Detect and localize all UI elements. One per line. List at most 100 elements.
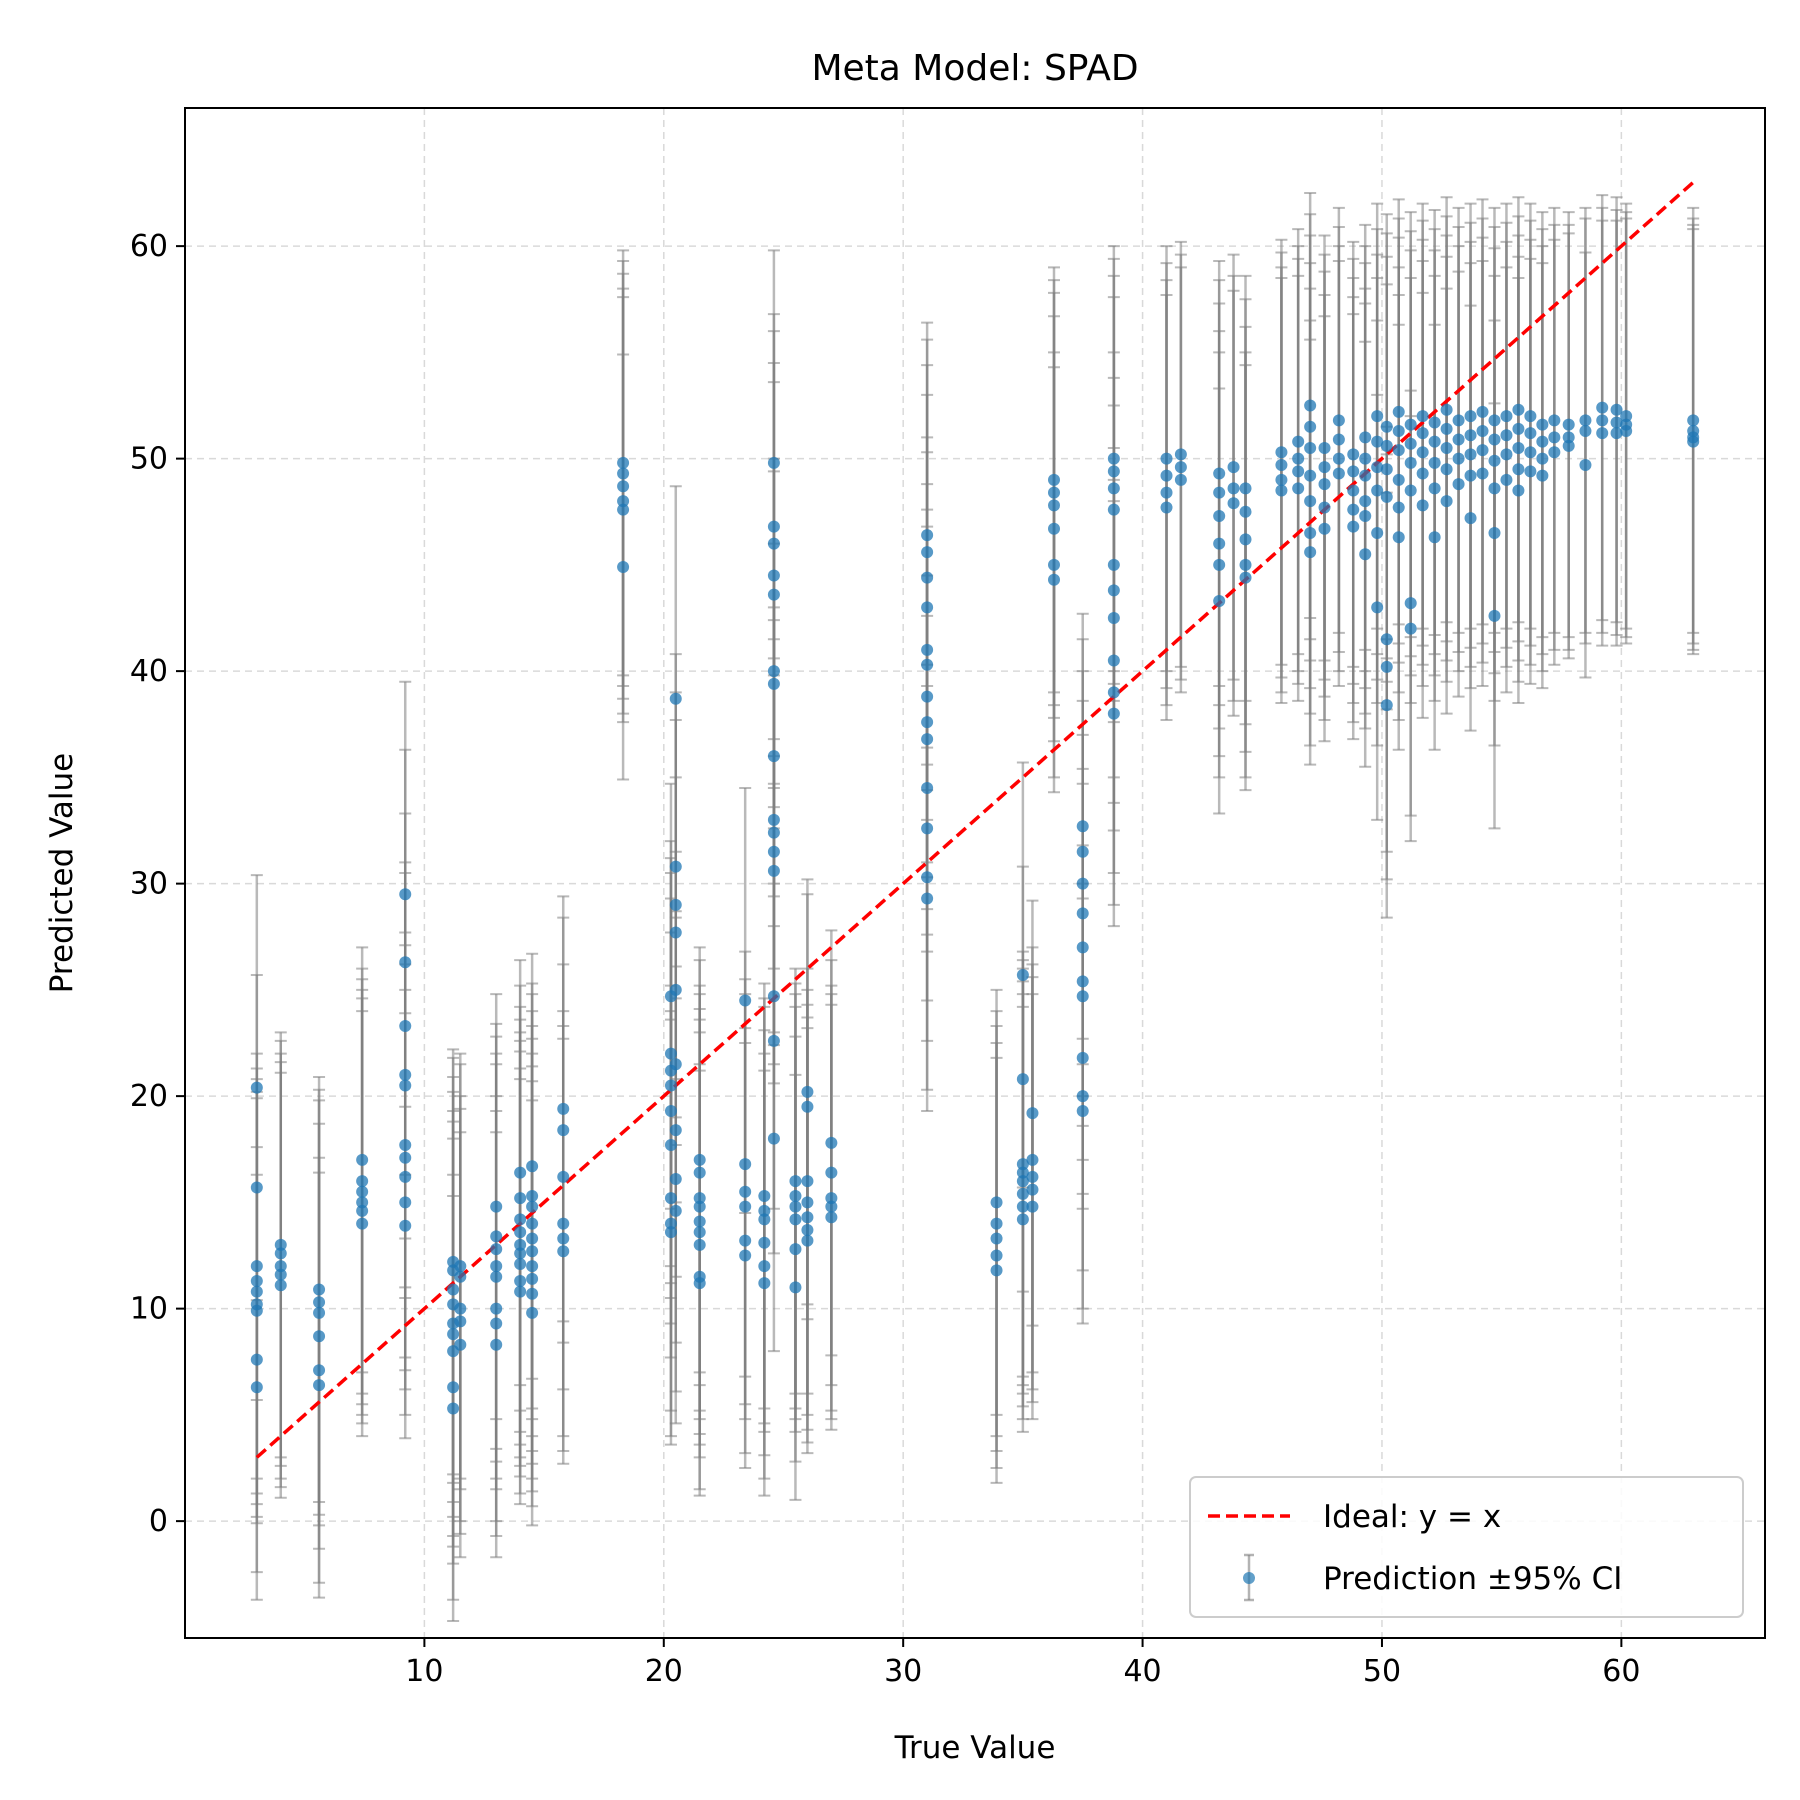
data-point xyxy=(669,1124,682,1137)
data-point xyxy=(1359,548,1372,561)
data-point xyxy=(1048,499,1060,512)
data-point xyxy=(1076,1051,1089,1064)
data-point xyxy=(739,1200,752,1213)
data-point xyxy=(1404,456,1417,469)
data-point xyxy=(990,1264,1003,1277)
data-point xyxy=(1380,660,1393,673)
data-point xyxy=(1016,1175,1029,1188)
data-point xyxy=(789,1200,802,1213)
data-point xyxy=(789,1175,802,1188)
data-point xyxy=(514,1247,527,1260)
data-point xyxy=(1239,533,1252,546)
data-point xyxy=(490,1243,503,1256)
data-point xyxy=(1213,510,1226,522)
data-point xyxy=(1332,467,1345,480)
data-point xyxy=(1107,503,1120,516)
data-point xyxy=(758,1213,771,1226)
data-point xyxy=(1174,473,1187,486)
data-point xyxy=(490,1302,503,1315)
data-point xyxy=(1512,484,1525,497)
data-point xyxy=(1371,484,1384,497)
data-point xyxy=(1428,482,1441,495)
data-point xyxy=(1452,414,1465,427)
data-point xyxy=(1596,414,1609,427)
data-point xyxy=(1392,444,1405,457)
data-point xyxy=(313,1364,326,1377)
data-point xyxy=(789,1213,802,1226)
data-point xyxy=(1380,420,1393,433)
data-point xyxy=(250,1275,263,1287)
data-point xyxy=(693,1153,706,1166)
y-tick-label: 60 xyxy=(130,229,168,264)
data-point xyxy=(1359,469,1372,482)
data-point xyxy=(490,1317,503,1330)
data-point xyxy=(1579,459,1592,471)
y-tick-label: 10 xyxy=(130,1292,168,1327)
data-point xyxy=(1524,410,1537,423)
data-point xyxy=(1347,465,1360,478)
data-point xyxy=(1524,427,1537,440)
data-point xyxy=(514,1238,527,1251)
data-point xyxy=(1359,431,1372,444)
data-point xyxy=(526,1160,539,1173)
data-point xyxy=(454,1315,467,1328)
data-point xyxy=(1304,420,1317,433)
data-point xyxy=(1452,433,1465,446)
data-point xyxy=(557,1232,570,1245)
data-point xyxy=(767,677,780,690)
data-point xyxy=(1371,435,1384,448)
data-point xyxy=(1620,425,1633,437)
x-tick-label: 30 xyxy=(884,1654,922,1689)
data-point xyxy=(1392,425,1405,437)
data-point xyxy=(1292,482,1305,495)
legend-box xyxy=(1189,1476,1744,1618)
data-point xyxy=(1380,439,1393,452)
data-point xyxy=(526,1200,539,1213)
y-tick-label: 0 xyxy=(149,1504,168,1539)
data-point xyxy=(1392,405,1405,418)
data-point xyxy=(617,467,630,480)
data-point xyxy=(490,1200,503,1213)
data-point xyxy=(758,1260,771,1273)
data-point xyxy=(514,1166,527,1179)
data-point xyxy=(1304,399,1317,412)
data-point xyxy=(313,1330,326,1343)
data-point xyxy=(1213,558,1226,571)
data-point xyxy=(1304,469,1317,482)
data-point xyxy=(1610,427,1623,440)
data-point xyxy=(1687,414,1700,427)
data-point xyxy=(514,1275,527,1287)
data-point xyxy=(664,1105,677,1117)
data-point xyxy=(1512,403,1525,416)
data-point xyxy=(1048,522,1060,535)
data-point xyxy=(1016,969,1029,981)
y-tick-label: 40 xyxy=(130,654,168,689)
data-point xyxy=(758,1236,771,1249)
data-point xyxy=(356,1217,369,1230)
points xyxy=(250,399,1700,1415)
data-point xyxy=(526,1260,539,1273)
data-point xyxy=(1048,558,1060,571)
data-point xyxy=(693,1200,706,1213)
data-point xyxy=(490,1230,503,1243)
data-point xyxy=(921,546,934,559)
data-point xyxy=(454,1338,467,1351)
data-point xyxy=(1292,465,1305,478)
data-point xyxy=(669,1058,682,1071)
legend-point-swatch xyxy=(1243,1572,1255,1584)
data-point xyxy=(669,860,682,873)
data-point xyxy=(1026,1200,1039,1213)
data-point xyxy=(526,1306,539,1319)
data-point xyxy=(664,1079,677,1092)
data-point xyxy=(1304,495,1317,508)
data-point xyxy=(1174,448,1187,461)
data-point xyxy=(1160,452,1173,465)
data-point xyxy=(356,1204,369,1217)
data-point xyxy=(767,665,780,678)
data-point xyxy=(1416,467,1429,480)
data-point xyxy=(1488,482,1501,495)
data-point xyxy=(1107,482,1120,495)
legend-ideal-label: Ideal: y = x xyxy=(1323,1499,1501,1535)
data-point xyxy=(1562,431,1575,444)
x-tick-label: 40 xyxy=(1123,1654,1161,1689)
